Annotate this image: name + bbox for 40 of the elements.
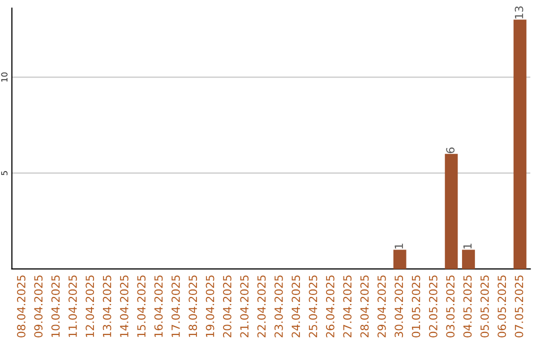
x-tick-label: 03.05.2025	[446, 275, 455, 338]
x-tick-label: 30.04.2025	[394, 275, 404, 338]
x-tick-label: 17.04.2025	[171, 275, 180, 337]
x-tick-label: 01.05.2025	[412, 275, 420, 338]
x-tick-label: 23.04.2025	[274, 275, 283, 338]
data-label: 1	[463, 244, 472, 249]
x-tick-label: 27.04.2025	[343, 275, 352, 338]
y-tick-label: 10	[1, 72, 8, 82]
x-tick-label: 02.05.2025	[428, 275, 438, 338]
x-tick-label: 18.04.2025	[188, 275, 198, 337]
x-tick-label: 12.04.2025	[86, 275, 94, 337]
y-tick-label: 5	[1, 171, 8, 176]
x-tick-label: 16.04.2025	[154, 275, 163, 337]
x-tick-label: 24.04.2025	[292, 275, 300, 338]
x-tick-label: 29.04.2025	[377, 275, 386, 338]
x-tick-label: 19.04.2025	[206, 275, 214, 337]
x-tick-label: 10.04.2025	[51, 275, 60, 337]
data-label: 13	[514, 6, 524, 18]
x-tick-label: 06.05.2025	[498, 275, 506, 338]
bar	[393, 250, 406, 269]
x-tick-label: 21.04.2025	[240, 275, 249, 338]
x-tick-label: 04.05.2025	[463, 275, 472, 338]
x-tick-label: 11.04.2025	[68, 275, 77, 337]
x-tick-label: 13.04.2025	[102, 275, 112, 337]
x-tick-label: 07.05.2025	[514, 275, 524, 338]
x-tick-label: 14.04.2025	[120, 275, 128, 337]
x-tick-label: 08.04.2025	[17, 275, 26, 338]
data-label: 6	[446, 148, 455, 154]
x-tick-label: 05.05.2025	[480, 275, 489, 338]
x-tick-label: 20.04.2025	[222, 275, 232, 338]
x-tick-label: 26.04.2025	[326, 275, 334, 338]
x-tick-label: 15.04.2025	[137, 275, 146, 337]
x-tick-label: 28.04.2025	[360, 275, 369, 338]
x-tick-label: 09.04.2025	[34, 275, 43, 338]
bar	[462, 250, 475, 269]
x-tick-label: 22.04.2025	[257, 275, 266, 338]
bar	[514, 20, 526, 269]
data-label: 1	[394, 244, 403, 249]
x-tick-label: 25.04.2025	[308, 275, 318, 338]
bar	[444, 154, 458, 269]
